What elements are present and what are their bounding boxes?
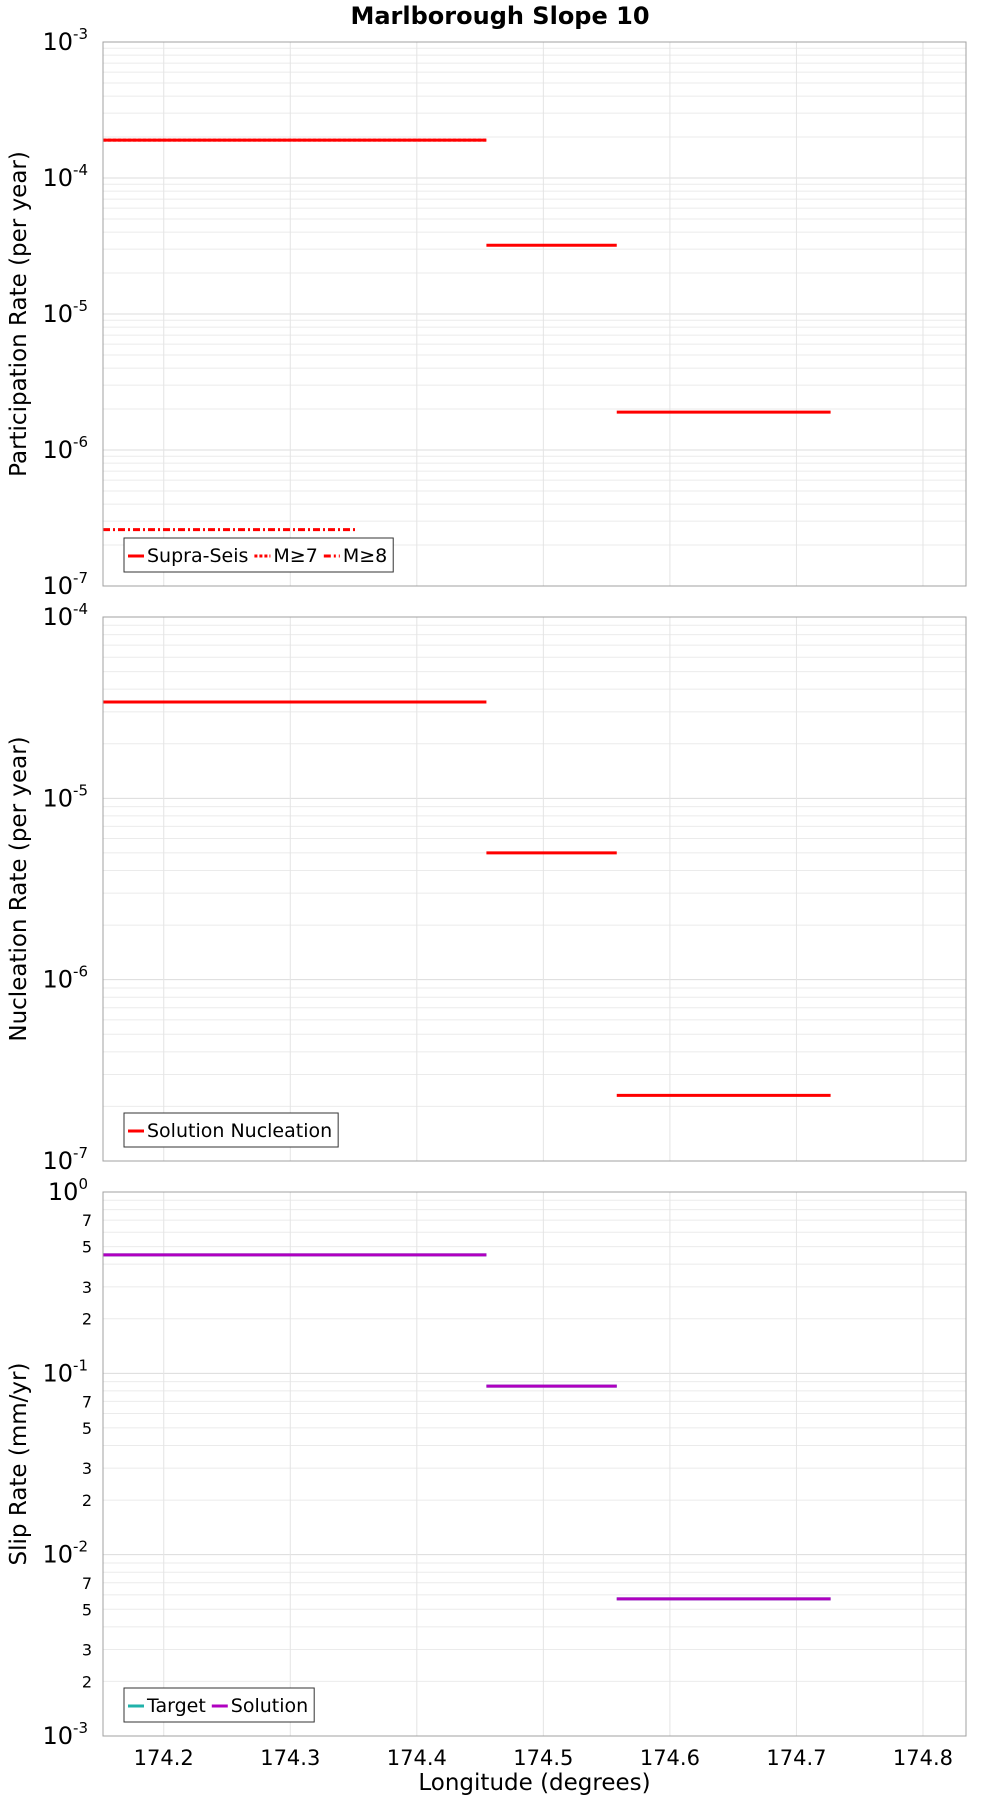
legend-label: Solution Nucleation	[147, 1120, 332, 1142]
series-solution-nucleation	[103, 700, 831, 1097]
y-minor-tick-label: 2	[82, 1672, 92, 1691]
y-tick-label: 10-4	[42, 161, 88, 192]
x-tick-label: 174.4	[387, 1746, 447, 1770]
x-grid	[163, 617, 924, 1161]
x-tick-label: 174.5	[513, 1746, 573, 1770]
plot-border	[102, 41, 967, 587]
y-minor-tick-label: 5	[82, 1600, 92, 1619]
x-tick-label: 174.2	[134, 1746, 194, 1770]
y-tick-label: 10-6	[42, 433, 88, 464]
y-tick-label: 10-5	[42, 781, 88, 812]
y-minor-tick-label: 2	[82, 1310, 92, 1329]
x-tick-label: 174.8	[893, 1746, 953, 1770]
x-tick-label: 174.3	[260, 1746, 320, 1770]
x-grid	[163, 42, 924, 586]
y-tick-label: 10-4	[42, 600, 88, 631]
legend: Supra-Seis M≥7 M≥8	[123, 537, 394, 573]
y-tick-label: 100	[48, 1175, 88, 1206]
legend-label: M≥8	[343, 545, 387, 567]
panel-3: 100 10-1 10-2 10-3 7 5 3 2 7 5 3 2 7 5 3 2 Slip Rate (mm…	[6, 1175, 967, 1750]
y-axis-label: Nucleation Rate (per year)	[6, 736, 32, 1041]
y-minor-tick-label: 3	[82, 1640, 92, 1659]
y-minor-tick-label: 2	[82, 1491, 92, 1510]
y-minor-tick-label: 5	[82, 1238, 92, 1257]
y-minor-tick-label: 3	[82, 1278, 92, 1297]
x-axis-label: Longitude (degrees)	[418, 1770, 650, 1796]
legend-box	[123, 1112, 339, 1148]
y-minor-tick-label: 3	[82, 1459, 92, 1478]
series-solution	[103, 1253, 831, 1601]
legend-label: Supra-Seis	[147, 545, 248, 567]
plot-border	[102, 616, 967, 1162]
y-tick-label: 10-7	[42, 1144, 88, 1175]
y-axis-label: Slip Rate (mm/yr)	[6, 1363, 32, 1566]
plot-border	[102, 1191, 967, 1737]
chart-title: Marlborough Slope 10	[350, 2, 649, 30]
y-minor-tick-label: 7	[82, 1211, 92, 1230]
y-minor-tick-label: 5	[82, 1419, 92, 1438]
legend: Target Solution	[123, 1687, 315, 1723]
legend-label: M≥7	[273, 545, 317, 567]
legend-label: Target	[146, 1695, 206, 1717]
y-tick-label: 10-7	[42, 569, 88, 600]
legend: Solution Nucleation	[123, 1112, 339, 1148]
legend-box	[123, 537, 394, 573]
panel-2: 10-4 10-5 10-6 10-7 Nucleation Rate (per yea…	[6, 600, 967, 1175]
legend-label: Solution	[231, 1695, 308, 1717]
y-minor-tick-label: 7	[82, 1392, 92, 1411]
panel-1: 10-3 10-4 10-5 10-6 10-7 Participation Rate (…	[6, 25, 967, 600]
x-tick-label: 174.6	[640, 1746, 700, 1770]
plot-background	[103, 1192, 966, 1736]
x-tick-label: 174.7	[766, 1746, 826, 1770]
y-tick-label: 10-5	[42, 297, 88, 328]
x-grid	[163, 1192, 924, 1736]
y-tick-label: 10-6	[42, 963, 88, 994]
y-tick-label: 10-1	[42, 1356, 88, 1387]
y-tick-label: 10-2	[42, 1538, 88, 1569]
plot-background	[103, 617, 966, 1161]
y-tick-label: 10-3	[42, 25, 88, 56]
y-axis-label: Participation Rate (per year)	[6, 151, 32, 477]
y-minor-tick-label: 7	[82, 1574, 92, 1593]
y-tick-label: 10-3	[42, 1719, 88, 1750]
